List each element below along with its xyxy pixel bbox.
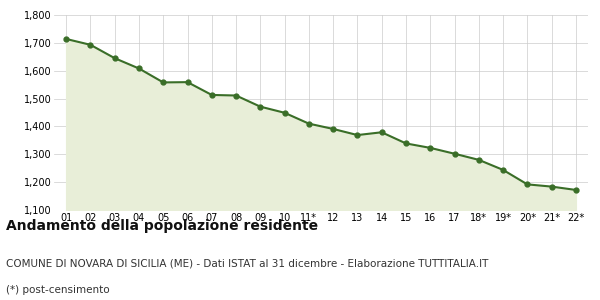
Text: (*) post-censimento: (*) post-censimento xyxy=(6,285,110,295)
Text: Andamento della popolazione residente: Andamento della popolazione residente xyxy=(6,219,318,233)
Text: COMUNE DI NOVARA DI SICILIA (ME) - Dati ISTAT al 31 dicembre - Elaborazione TUTT: COMUNE DI NOVARA DI SICILIA (ME) - Dati … xyxy=(6,258,488,268)
